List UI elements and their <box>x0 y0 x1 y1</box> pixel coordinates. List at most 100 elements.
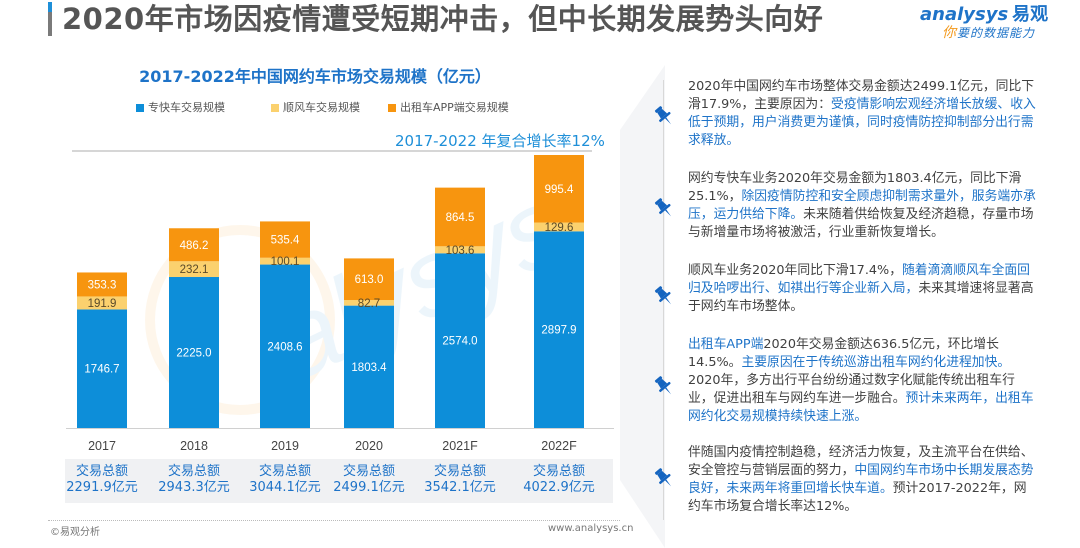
insight-note-3: 顺风车业务2020年同比下滑17.4%，随着滴滴顺风车全面回归及哈啰出行、如祺出… <box>688 262 1036 316</box>
pushpin-icon <box>654 468 672 487</box>
x-tick-2019: 2019 <box>271 439 299 453</box>
pushpin-icon <box>654 286 672 305</box>
legend-item-taxi: 出租车APP端交易规模 <box>388 99 509 115</box>
highlight-text: 受疫情影响宏观经济增长放缓、收入低于预期，用户消费更为谨慎，同时疫情防控抑制部分… <box>688 97 1036 148</box>
logo-wordmark: analysys 易观 <box>920 0 1048 26</box>
body-text: 2020年交易金额达636.5亿元，环比增长14.5%。 <box>688 337 999 370</box>
bar-express-2022F <box>534 231 584 428</box>
total-cell-2021F: 交易总额 3542.1亿元 <box>415 464 505 496</box>
highlight-text: 预计未来两年，出租车网约化交易规模持续快速上涨。 <box>688 391 1034 424</box>
bar-carpool-2019 <box>260 257 310 265</box>
total-value: 3044.1亿元 <box>249 480 321 495</box>
pushpin-icon <box>654 376 672 395</box>
bar-carpool-2020 <box>344 300 394 306</box>
timeline-line <box>663 80 664 520</box>
logo-tagline-rest: 要的数据能力 <box>957 26 1036 40</box>
insight-note-2: 网约专快车业务2020年交易金额为1803.4亿元，同比下滑25.1%，除因疫情… <box>688 170 1036 242</box>
x-tick-2020: 2020 <box>355 439 383 453</box>
total-cell-2020: 交易总额 2499.1亿元 <box>324 464 414 496</box>
body-text: 未来随着供给恢复及经济趋稳，存量市场与新增量市场将被激活，行业重新恢复增长。 <box>688 207 1034 240</box>
total-label: 交易总额 <box>532 464 585 479</box>
logo-en: analysys <box>920 4 1009 25</box>
bar-label-carpool-2021F: 103.6 <box>446 245 475 257</box>
highlight-text: 主要原因在于传统巡游出租车网约化进程加快。 <box>741 355 1011 370</box>
highlight-text: 出租车APP端 <box>688 337 764 352</box>
totals-band <box>65 459 613 503</box>
body-text: 预计2017-2022年，网约车市场复合增长率达12%。 <box>688 481 1027 514</box>
legend-swatch-express <box>136 104 144 112</box>
x-tick-2021F: 2021F <box>442 439 478 453</box>
bar-taxi-2021F <box>435 187 485 247</box>
bar-label-express-2020: 1803.4 <box>351 362 387 374</box>
bar-carpool-2021F <box>435 246 485 254</box>
bar-label-taxi-2019: 535.4 <box>271 235 300 247</box>
bar-express-2020 <box>344 305 394 428</box>
logo-tagline-first: 你 <box>942 25 957 41</box>
bar-express-2021F <box>435 253 485 428</box>
bar-label-carpool-2019: 100.1 <box>271 256 300 268</box>
website-url: www.analysys.cn <box>548 523 634 534</box>
total-cell-2019: 交易总额 3044.1亿元 <box>240 464 330 496</box>
x-tick-labels: 2017 2018 2019 2020 2021F 2022F <box>88 439 577 453</box>
body-text: 2020年中国网约车市场整体交易金额达2499.1亿元，同比下滑17.9%，主要… <box>688 79 1035 112</box>
bar-label-carpool-2022F: 129.6 <box>545 222 574 234</box>
bar-express-2018 <box>169 277 219 428</box>
legend-item-express: 专快车交易规模 <box>136 99 225 115</box>
total-cell-2018: 交易总额 2943.3亿元 <box>149 464 239 496</box>
bar-carpool-2018 <box>169 261 219 278</box>
body-text: 网约专快车业务2020年交易金额为1803.4亿元，同比下滑25.1%， <box>688 171 1022 204</box>
total-value: 2291.9亿元 <box>66 480 138 495</box>
body-text: 伴随国内疫情控制趋稳，经济活力恢复，及主流平台在供给、安全管控与营销层面的努力， <box>688 445 1034 478</box>
bar-taxi-2022F <box>534 155 584 223</box>
source-credit: ©易观分析 <box>50 527 100 538</box>
bar-label-carpool-2018: 232.1 <box>180 264 209 276</box>
stacked-bar-chart: 1746.7 191.9 353.3 2225.0 232.1 486.2 2408.6 10… <box>66 155 614 453</box>
bar-label-taxi-2022F: 995.4 <box>545 184 574 196</box>
bar-taxi-2018 <box>169 228 219 262</box>
pushpin-icon <box>654 106 672 125</box>
insight-note-4: 出租车APP端2020年交易金额达636.5亿元，环比增长14.5%。主要原因在… <box>688 336 1036 426</box>
legend-label-express: 专快车交易规模 <box>148 101 225 114</box>
insight-note-1: 2020年中国网约车市场整体交易金额达2499.1亿元，同比下滑17.9%，主要… <box>688 78 1036 150</box>
x-tick-2017: 2017 <box>88 439 116 453</box>
bar-express-2019 <box>260 264 310 428</box>
total-label: 交易总额 <box>258 464 311 479</box>
analysys-logo: analysys 易观 你要的数据能力 <box>920 0 1070 41</box>
highlight-text: 除因疫情防控和安全顾虑抑制需求量外，服务端亦承压，运力供给下降。 <box>688 189 1036 222</box>
bar-label-express-2018: 2225.0 <box>176 348 211 360</box>
bar-label-taxi-2020: 613.0 <box>355 274 384 286</box>
highlight-text: 随着滴滴顺风车全面回归及哈啰出行、如祺出行等企业新入局， <box>688 263 1030 296</box>
footer-divider <box>48 520 620 521</box>
panel-face <box>665 65 1080 548</box>
total-cell-2022F: 交易总额 4022.9亿元 <box>514 464 604 496</box>
total-value: 2943.3亿元 <box>158 480 230 495</box>
bar-label-express-2021F: 2574.0 <box>442 336 477 348</box>
total-value: 2499.1亿元 <box>333 480 405 495</box>
legend-swatch-carpool <box>271 104 279 112</box>
legend-label-taxi: 出租车APP端交易规模 <box>400 101 509 114</box>
body-text: 顺风车业务2020年同比下滑17.4%， <box>688 263 902 278</box>
bar-label-carpool-2017: 191.9 <box>88 298 117 310</box>
legend-label-carpool: 顺风车交易规模 <box>283 101 360 114</box>
bar-taxi-2020 <box>344 258 394 301</box>
bars-group <box>77 155 584 428</box>
chart-top-rule <box>72 150 592 152</box>
title-accent-bar <box>48 2 52 36</box>
total-label: 交易总额 <box>433 464 486 479</box>
insight-note-5: 伴随国内疫情控制趋稳，经济活力恢复，及主流平台在供给、安全管控与营销层面的努力，… <box>688 444 1036 516</box>
bar-label-taxi-2021F: 864.5 <box>446 212 475 224</box>
labels-group: 1746.7 191.9 353.3 2225.0 232.1 486.2 2408.6 10… <box>84 184 576 376</box>
bar-label-taxi-2018: 486.2 <box>180 240 209 252</box>
total-value: 4022.9亿元 <box>523 480 595 495</box>
page-title: 2020年市场因疫情遭受短期冲击，但中长期发展势头向好 <box>62 2 824 36</box>
body-text: 未来其增速将显著高于网约车市场整体。 <box>688 281 1034 314</box>
legend-item-carpool: 顺风车交易规模 <box>271 99 360 115</box>
legend-swatch-taxi <box>388 104 396 112</box>
highlight-text: 中国网约车市场中长期发展态势良好，未来两年将重回增长快车道。 <box>688 463 1034 496</box>
total-label: 交易总额 <box>75 464 128 479</box>
total-label: 交易总额 <box>167 464 220 479</box>
body-text: 2020年，多方出行平台纷纷通过数字化赋能传统出租车行业，促进出租车与网约车进一… <box>688 373 1015 406</box>
bar-label-express-2017: 1746.7 <box>84 364 119 376</box>
chart-title: 2017-2022年中国网约车市场交易规模（亿元） <box>139 67 491 86</box>
